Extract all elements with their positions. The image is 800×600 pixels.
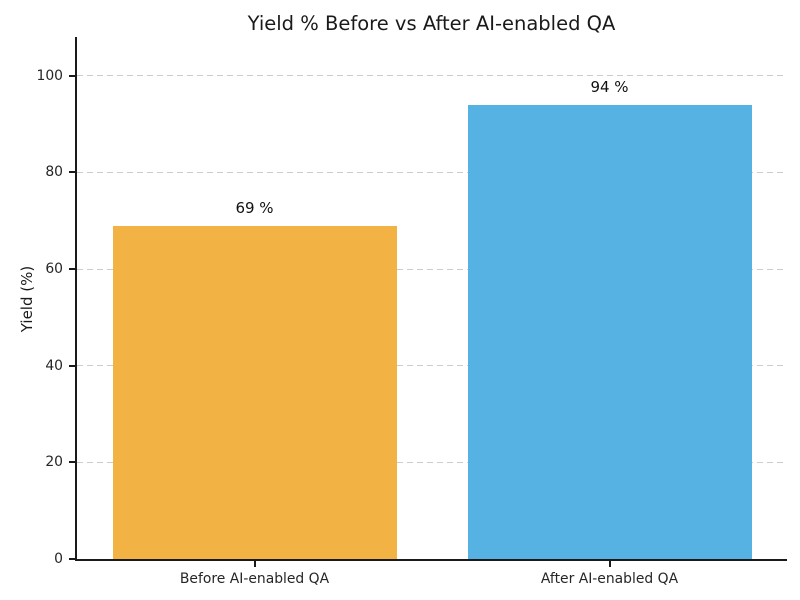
gridline <box>77 365 787 367</box>
bar <box>467 104 752 559</box>
x-tick-label: Before AI-enabled QA <box>179 571 330 587</box>
chart-title: Yield % Before vs After AI-enabled QA <box>247 12 616 35</box>
bar-value-label: 69 % <box>235 198 274 217</box>
y-tick <box>69 171 75 174</box>
bar-value-label: 94 % <box>590 77 629 96</box>
y-tick <box>69 268 75 270</box>
gridline <box>77 268 787 270</box>
y-tick-label: 100 <box>36 67 63 84</box>
gridline <box>77 171 787 173</box>
x-tick <box>608 561 611 567</box>
gridline <box>77 461 787 463</box>
y-tick <box>69 461 75 464</box>
y-tick-label: 40 <box>45 357 63 374</box>
y-tick-label: 80 <box>45 164 63 181</box>
gridline <box>77 75 787 77</box>
y-tick <box>69 74 75 77</box>
y-tick <box>69 558 75 560</box>
plot-area: 69 % 94 % <box>75 37 787 561</box>
y-tick-label: 20 <box>45 454 63 471</box>
bar <box>112 225 397 559</box>
x-tick <box>253 561 256 567</box>
y-tick <box>69 364 75 367</box>
y-tick-label: 60 <box>45 261 63 277</box>
x-tick-label: After AI-enabled QA <box>540 571 679 587</box>
y-tick-label: 0 <box>54 551 63 567</box>
